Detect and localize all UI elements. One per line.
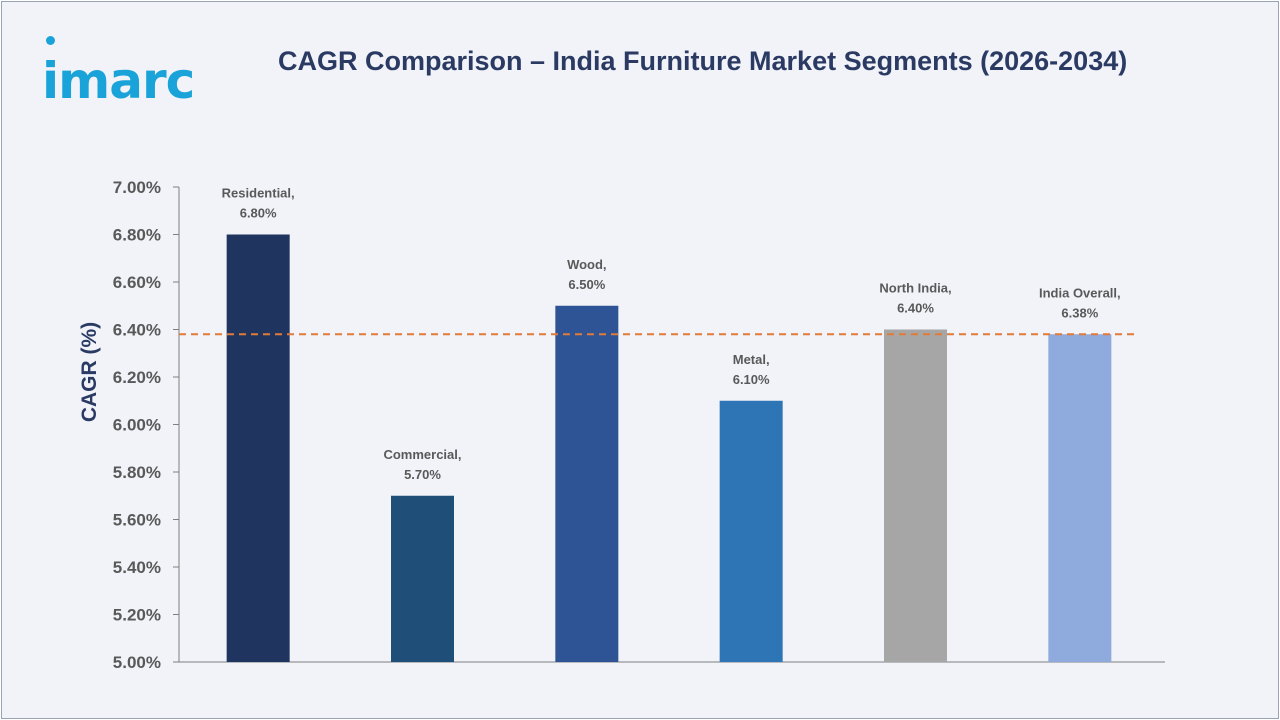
y-tick-label: 6.40% (113, 321, 161, 340)
y-tick-label: 7.00% (113, 178, 161, 197)
bar-north-india (884, 329, 947, 662)
bar-metal (719, 400, 783, 662)
bar-residential (226, 234, 290, 662)
data-label-value: 6.38% (1061, 305, 1098, 320)
data-label-category: Metal, (733, 352, 770, 367)
data-label-value: 6.50% (568, 277, 605, 292)
y-tick-label: 6.20% (113, 368, 161, 387)
logo-dot (46, 36, 55, 45)
data-label-value: 5.70% (404, 467, 441, 482)
data-label-value: 6.80% (240, 206, 277, 221)
y-tick-label: 6.60% (113, 273, 161, 292)
bar-wood (555, 305, 619, 662)
data-label-category: North India, (879, 281, 951, 296)
data-label-value: 6.10% (733, 372, 770, 387)
data-label-value: 6.40% (897, 301, 934, 316)
bar-commercial (391, 495, 454, 662)
data-label-category: India Overall, (1039, 285, 1121, 300)
data-label-category: Commercial, (383, 447, 461, 462)
y-axis-title: CAGR (%) (78, 322, 101, 422)
y-tick-label: 5.40% (113, 558, 161, 577)
chart-title: CAGR Comparison – India Furniture Market… (278, 46, 1128, 76)
y-tick-label: 5.00% (113, 653, 161, 672)
y-tick-label: 5.20% (113, 606, 161, 625)
imarc-logo: imarc (22, 22, 204, 106)
y-tick-label: 6.00% (113, 416, 161, 435)
y-tick-label: 5.80% (113, 463, 161, 482)
data-label-category: Residential, (222, 186, 295, 201)
bar-india-overall (1048, 334, 1112, 662)
logo-text: imarc (42, 52, 195, 110)
y-tick-label: 6.80% (113, 226, 161, 245)
y-tick-label: 5.60% (113, 511, 161, 530)
data-label-category: Wood, (567, 257, 606, 272)
